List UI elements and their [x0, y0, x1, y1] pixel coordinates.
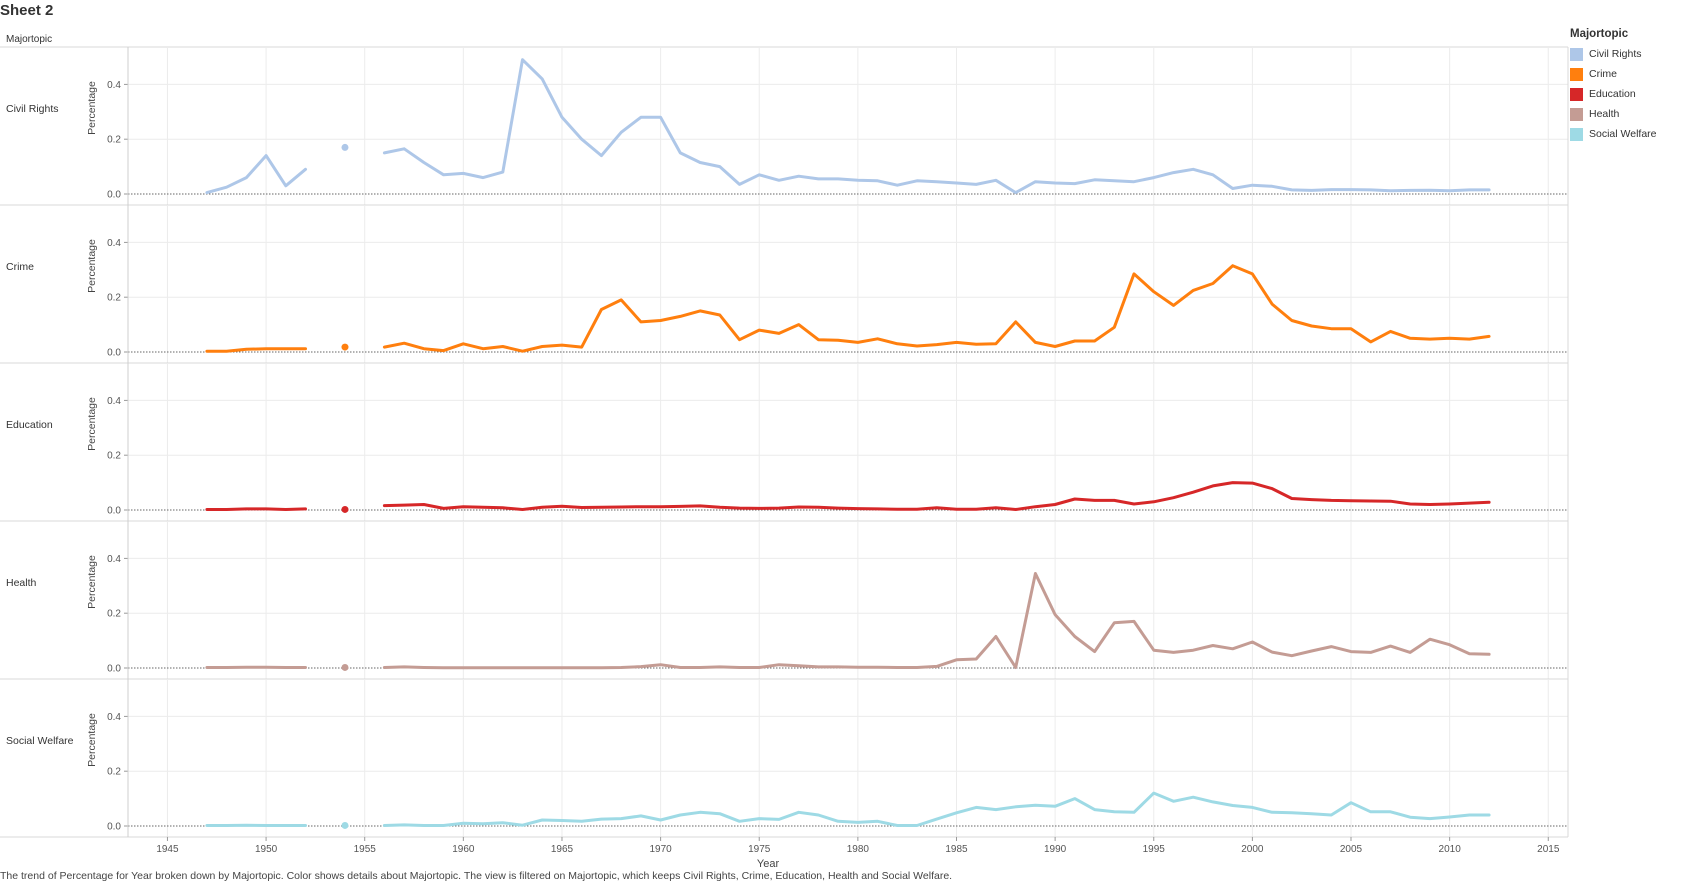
x-tick-label: 1970 [649, 844, 672, 855]
series-point [341, 344, 348, 351]
legend-item[interactable]: Education [1570, 84, 1657, 104]
legend-swatch [1570, 68, 1583, 81]
series-point [341, 664, 348, 671]
legend-item[interactable]: Health [1570, 104, 1657, 124]
y-tick-label: 0.4 [107, 554, 121, 565]
legend-label: Health [1589, 108, 1619, 120]
y-tick-label: 0.0 [107, 664, 121, 675]
y-axis-title: Percentage [86, 713, 98, 767]
legend-label: Social Welfare [1589, 128, 1657, 140]
legend-title: Majortopic [1570, 28, 1657, 40]
series-line [384, 60, 1489, 193]
y-tick-label: 0.4 [107, 712, 121, 723]
row-label: Education [6, 419, 53, 431]
y-axis-title: Percentage [86, 81, 98, 135]
series-line [207, 509, 306, 510]
legend-swatch [1570, 128, 1583, 141]
legend-label: Education [1589, 88, 1636, 100]
y-tick-label: 0.2 [107, 609, 121, 620]
caption: The trend of Percentage for Year broken … [0, 870, 952, 882]
row-label: Health [6, 577, 37, 589]
x-tick-label: 1980 [847, 844, 870, 855]
y-tick-label: 0.4 [107, 396, 121, 407]
series-line [384, 483, 1489, 510]
row-label: Social Welfare [6, 735, 74, 747]
x-tick-label: 1975 [748, 844, 771, 855]
x-tick-label: 1960 [452, 844, 475, 855]
y-tick-label: 0.2 [107, 767, 121, 778]
series-point [341, 506, 348, 513]
y-tick-label: 0.4 [107, 238, 121, 249]
series-line [384, 574, 1489, 668]
y-tick-label: 0.0 [107, 822, 121, 833]
x-tick-label: 1990 [1044, 844, 1067, 855]
x-tick-label: 2015 [1537, 844, 1560, 855]
legend-items: Civil Rights Crime Education Health Social W… [1570, 44, 1657, 144]
series-point [341, 822, 348, 829]
legend-label: Crime [1589, 68, 1617, 80]
series-line [384, 793, 1489, 825]
y-tick-label: 0.4 [107, 80, 121, 91]
x-tick-label: 1985 [945, 844, 968, 855]
series-line [384, 266, 1489, 352]
legend-label: Civil Rights [1589, 48, 1642, 60]
y-tick-label: 0.0 [107, 190, 121, 201]
legend: Majortopic Civil Rights Crime Education Hea… [1570, 28, 1657, 144]
y-tick-label: 0.2 [107, 135, 121, 146]
y-tick-label: 0.2 [107, 451, 121, 462]
y-axis-title: Percentage [86, 555, 98, 609]
y-tick-label: 0.0 [107, 348, 121, 359]
x-axis-title: Year [757, 858, 780, 870]
legend-swatch [1570, 48, 1583, 61]
y-axis-title: Percentage [86, 239, 98, 293]
y-tick-label: 0.2 [107, 293, 121, 304]
row-label: Crime [6, 261, 34, 273]
x-tick-label: 2010 [1439, 844, 1462, 855]
legend-swatch [1570, 108, 1583, 121]
legend-swatch [1570, 88, 1583, 101]
series-line [207, 156, 306, 193]
row-label: Civil Rights [6, 103, 59, 115]
x-tick-label: 1950 [255, 844, 278, 855]
x-tick-label: 1955 [354, 844, 377, 855]
y-tick-label: 0.0 [107, 506, 121, 517]
x-tick-label: 1965 [551, 844, 574, 855]
legend-item[interactable]: Civil Rights [1570, 44, 1657, 64]
x-tick-label: 2000 [1241, 844, 1264, 855]
x-tick-label: 1945 [156, 844, 179, 855]
x-tick-label: 2005 [1340, 844, 1363, 855]
legend-item[interactable]: Crime [1570, 64, 1657, 84]
series-line [207, 349, 306, 352]
x-tick-label: 1995 [1143, 844, 1166, 855]
legend-item[interactable]: Social Welfare [1570, 124, 1657, 144]
y-axis-title: Percentage [86, 397, 98, 451]
series-point [341, 144, 348, 151]
